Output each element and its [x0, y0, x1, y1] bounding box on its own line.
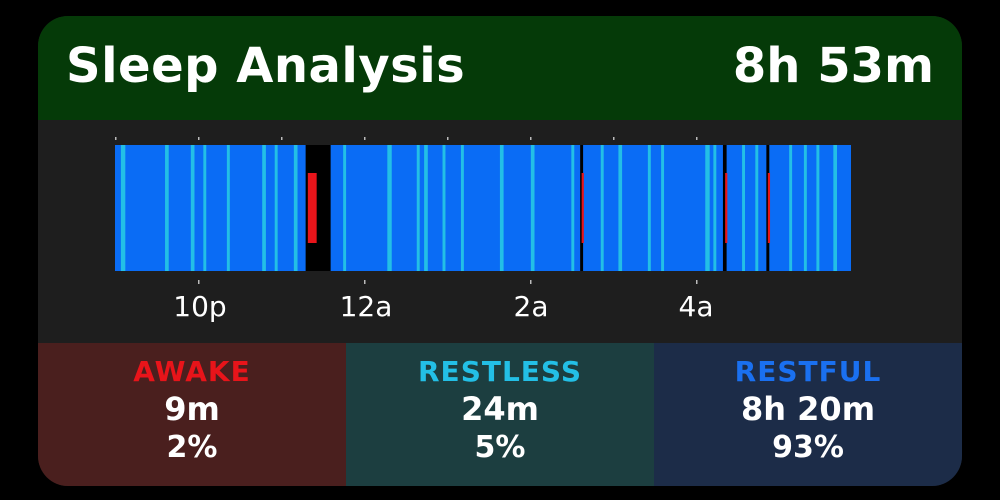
tick-label-4a: 4a — [678, 290, 714, 323]
axis-tick-bottom — [530, 280, 532, 284]
stat-awake-label: AWAKE — [133, 355, 251, 388]
tick-label-10p: 10p — [173, 290, 227, 323]
stat-restless: RESTLESS 24m 5% — [346, 343, 654, 486]
timeline-graphic — [115, 137, 851, 284]
stat-restless-duration: 24m — [461, 390, 539, 428]
stat-restless-percent: 5% — [474, 430, 526, 465]
sleep-band-restless — [661, 145, 665, 271]
axis-tick-top — [364, 137, 366, 140]
total-duration: 8h 53m — [732, 38, 934, 94]
sleep-band-restless — [226, 145, 230, 271]
stat-restful-label: RESTFUL — [734, 355, 882, 388]
sleep-band-restless — [789, 145, 793, 271]
sleep-band-restless — [120, 145, 126, 271]
sleep-band-restless — [530, 145, 535, 271]
sleep-band-restless — [816, 145, 820, 271]
tick-label-12a: 12a — [339, 290, 393, 323]
stat-awake: AWAKE 9m 2% — [38, 343, 346, 486]
sleep-band-restless — [713, 145, 717, 271]
sleep-band-gap — [580, 145, 584, 271]
sleep-band-restless — [803, 145, 807, 271]
stat-restful: RESTFUL 8h 20m 93% — [654, 343, 962, 486]
stats-row: AWAKE 9m 2% RESTLESS 24m 5% RESTFUL 8h 2… — [38, 343, 962, 486]
header: Sleep Analysis 8h 53m — [38, 16, 962, 120]
sleep-band-restful — [115, 145, 851, 271]
stat-restful-percent: 93% — [772, 430, 844, 465]
sleep-band-restless — [618, 145, 623, 271]
axis-tick-top — [281, 137, 283, 140]
axis-tick-bottom — [364, 280, 366, 284]
stat-restful-duration: 8h 20m — [740, 390, 876, 428]
axis-tick-top — [447, 137, 449, 140]
sleep-band-restless — [647, 145, 651, 271]
sleep-band-gap — [722, 145, 727, 271]
sleep-timeline-chart: 10p 12a 2a 4a — [38, 120, 962, 342]
sleep-band-awake — [725, 173, 728, 243]
sleep-band-restless — [705, 145, 710, 271]
sleep-band-restless — [274, 145, 278, 271]
sleep-band-restless — [833, 145, 838, 271]
tick-label-2a: 2a — [513, 290, 549, 323]
sleep-band-restless — [387, 145, 392, 271]
axis-tick-top — [530, 137, 532, 140]
sleep-band-restless — [262, 145, 266, 271]
sleep-band-restless — [343, 145, 347, 271]
axis-tick-top — [613, 137, 615, 140]
stat-restless-label: RESTLESS — [418, 355, 582, 388]
axis-tick-top — [696, 137, 698, 140]
axis-tick-bottom — [696, 280, 698, 284]
page-title: Sleep Analysis — [66, 38, 466, 94]
sleep-band-restless — [203, 145, 207, 271]
sleep-band-restless — [293, 145, 298, 271]
sleep-band-restless — [416, 145, 420, 271]
sleep-band-awake — [581, 173, 584, 243]
sleep-band-restless — [424, 145, 428, 271]
stat-awake-duration: 9m — [164, 390, 220, 428]
sleep-band-restless — [571, 145, 575, 271]
sleep-band-restless — [460, 145, 464, 271]
sleep-band-awake — [307, 173, 317, 243]
sleep-band-restless — [755, 145, 759, 271]
stat-awake-percent: 2% — [166, 430, 218, 465]
axis-tick-top — [115, 137, 117, 140]
sleep-band-awake — [767, 173, 771, 243]
sleep-band-restless — [742, 145, 746, 271]
axis-tick-bottom — [198, 280, 200, 284]
sleep-band-restless — [442, 145, 446, 271]
axis-tick-top — [198, 137, 200, 140]
sleep-band-restless — [499, 145, 504, 271]
sleep-analysis-card: Sleep Analysis 8h 53m 10p 12a 2a 4a AWAK… — [38, 16, 962, 486]
sleep-band-restless — [165, 145, 169, 271]
sleep-band-restless — [190, 145, 195, 271]
sleep-band-restless — [600, 145, 604, 271]
